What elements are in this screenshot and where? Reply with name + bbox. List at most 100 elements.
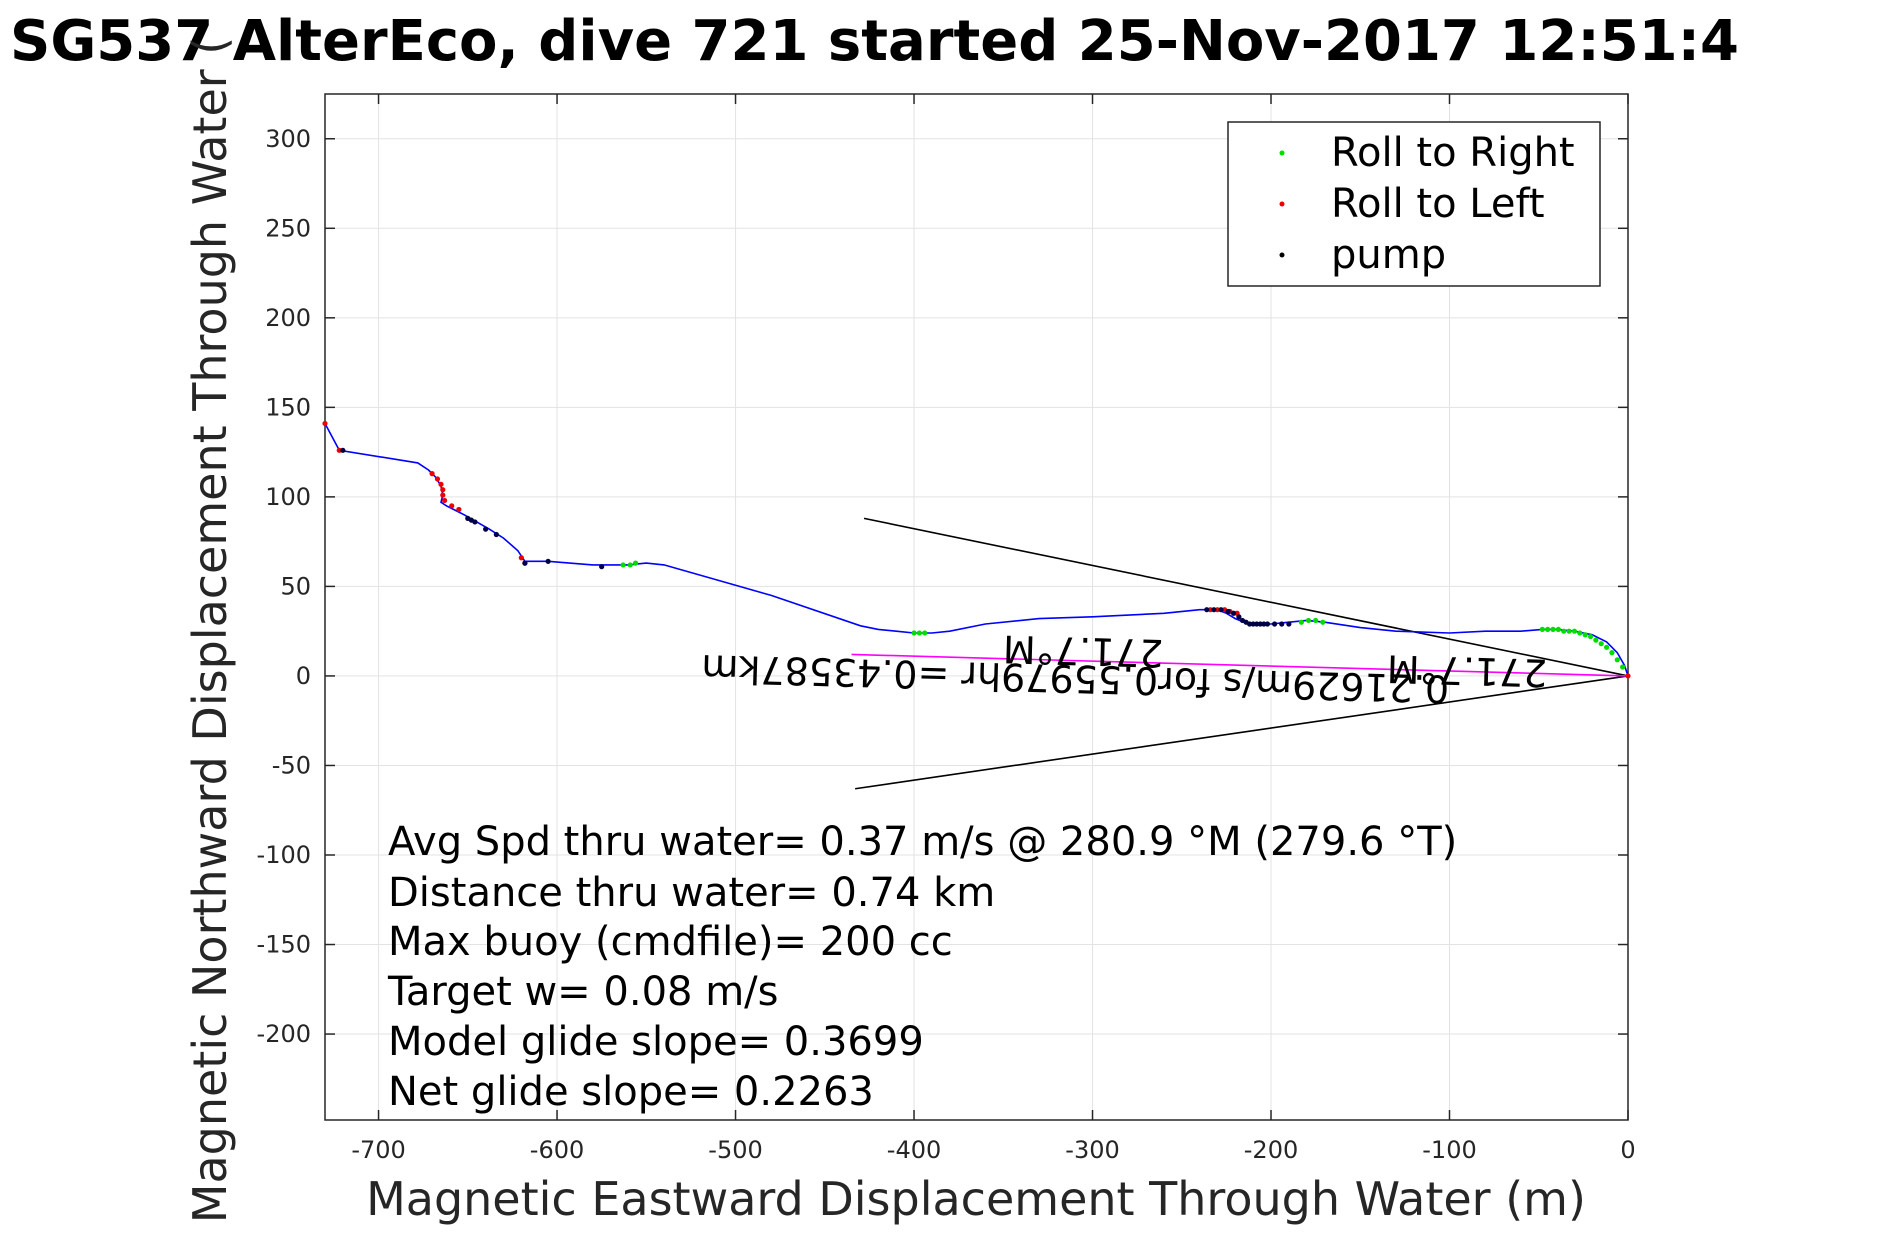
y-tick-label: -200	[257, 1020, 311, 1048]
roll-right-point	[1577, 630, 1583, 636]
annotation-model-glide-slope: Model glide slope= 0.3699	[388, 1019, 924, 1065]
y-tick-label: 0	[296, 662, 311, 690]
rotated-heading-label: 271.7°M	[1002, 627, 1164, 675]
pump-point	[1204, 607, 1210, 613]
pump-point	[1264, 621, 1271, 627]
roll-right-point	[916, 630, 922, 636]
y-tick-label: 150	[265, 393, 311, 421]
pump-point	[1261, 621, 1267, 627]
roll-right-point	[1614, 657, 1620, 663]
x-tick-label: -300	[1065, 1136, 1119, 1164]
pump-point	[1236, 614, 1242, 620]
x-tick-label: -200	[1244, 1136, 1298, 1164]
roll-right-point	[1298, 619, 1304, 625]
x-tick-label: -600	[530, 1136, 584, 1164]
roll-left-point	[1625, 673, 1631, 679]
annotation-max-buoy: Max buoy (cmdfile)= 200 cc	[388, 919, 953, 965]
pump-point	[1225, 608, 1231, 615]
y-tick-label: -150	[257, 931, 311, 959]
y-tick-label: 100	[265, 483, 311, 511]
roll-right-point	[1561, 628, 1567, 634]
pump-point	[1254, 621, 1260, 627]
roll-right-point	[620, 562, 626, 568]
roll-left-point	[336, 447, 342, 453]
roll-left-point	[322, 420, 328, 427]
track-line	[324, 423, 1629, 677]
x-axis-label: Magnetic Eastward Displacement Through W…	[366, 1172, 1586, 1226]
roll-left-point	[456, 506, 462, 513]
x-tick-label: -500	[708, 1136, 762, 1164]
roll-left-point	[440, 492, 446, 498]
roll-right-point	[1571, 628, 1578, 634]
x-axis: -700 -600 -500 -400 -300 -200 -100 0	[351, 94, 1636, 1164]
pump-point	[1257, 621, 1263, 627]
roll-left-point	[429, 471, 435, 477]
annotation-target-w: Target w= 0.08 m/s	[387, 969, 778, 1015]
track	[324, 423, 1629, 677]
track-markers	[322, 420, 1631, 679]
roll-right-point	[922, 630, 928, 636]
pump-point	[1286, 621, 1292, 627]
pump-point	[493, 531, 499, 538]
annotation-avg-speed: Avg Spd thru water= 0.37 m/s @ 280.9 °M …	[388, 819, 1457, 865]
roll-right-point	[1620, 664, 1626, 670]
legend-label-pump: pump	[1331, 232, 1446, 278]
legend: Roll to Right Roll to Left pump	[1227, 121, 1601, 287]
roll-right-point	[911, 630, 917, 636]
pump-point	[1230, 610, 1237, 616]
roll-right-point	[1603, 644, 1610, 650]
annotation-net-glide-slope: Net glide slope= 0.2263	[388, 1069, 874, 1115]
roll-right-point	[1566, 628, 1572, 634]
cone-line	[855, 675, 1629, 790]
roll-right-point	[1555, 626, 1561, 632]
pump-point	[1250, 621, 1256, 627]
roll-left-point	[438, 481, 444, 487]
legend-marker-roll-right	[1279, 150, 1285, 156]
cone-line	[863, 517, 1629, 677]
roll-right-point	[1305, 617, 1312, 624]
y-axis: 300 250 200 150 100 50 0 -50 -100 -150 -200	[257, 125, 1628, 1048]
x-tick-label: 0	[1620, 1136, 1635, 1164]
roll-left-point	[441, 497, 448, 504]
chart-title: SG537 AlterEco, dive 721 started 25-Nov-…	[10, 9, 1739, 74]
stats-annotation: Avg Spd thru water= 0.37 m/s @ 280.9 °M …	[387, 819, 1457, 1115]
roll-left-point	[440, 487, 446, 493]
annotation-distance: Distance thru water= 0.74 km	[388, 870, 995, 916]
roll-right-point	[1545, 626, 1551, 632]
legend-box	[1227, 121, 1601, 287]
roll-left-point	[449, 503, 455, 509]
legend-label-roll-left: Roll to Left	[1331, 181, 1545, 227]
roll-left-point	[434, 476, 441, 482]
x-tick-label: -700	[351, 1136, 405, 1164]
y-tick-label: -50	[272, 751, 311, 779]
y-axis-label: Magnetic Northward Displacement Through …	[183, 37, 237, 1223]
roll-right-point	[1313, 617, 1319, 624]
heading-line	[851, 653, 1629, 677]
roll-right-point	[1609, 650, 1615, 656]
y-tick-label: 200	[265, 304, 311, 332]
pump-point	[545, 558, 551, 564]
roll-left-point	[518, 555, 524, 561]
roll-right-point	[1598, 641, 1604, 647]
pump-point	[340, 447, 346, 453]
legend-marker-pump	[1279, 252, 1285, 258]
x-tick-label: -400	[887, 1136, 941, 1164]
roll-right-point	[1587, 633, 1594, 640]
legend-marker-roll-left	[1279, 201, 1285, 207]
y-tick-label: 50	[280, 572, 311, 600]
pump-point	[483, 526, 489, 532]
heading-line-segment	[851, 653, 1629, 677]
pump-point	[1211, 607, 1217, 613]
heading-cone	[855, 517, 1629, 790]
pump-point	[1279, 621, 1285, 627]
roll-right-point	[1539, 626, 1545, 632]
rotated-labels: 0.21629m/s for0.55979hr =0.43587km271.7°…	[701, 627, 1548, 711]
x-tick-label: -100	[1422, 1136, 1476, 1164]
rotated-heading-label: 271.7°M	[1386, 646, 1548, 694]
roll-right-point	[1320, 619, 1326, 625]
y-tick-label: 250	[265, 214, 311, 242]
y-tick-label: -100	[257, 841, 311, 869]
roll-left-point	[1207, 607, 1213, 613]
roll-right-point	[1582, 632, 1588, 638]
pump-point	[1246, 621, 1253, 627]
